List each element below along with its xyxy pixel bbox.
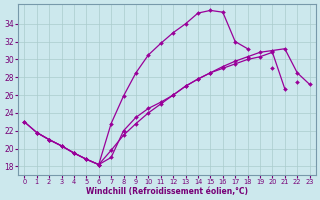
X-axis label: Windchill (Refroidissement éolien,°C): Windchill (Refroidissement éolien,°C) (86, 187, 248, 196)
